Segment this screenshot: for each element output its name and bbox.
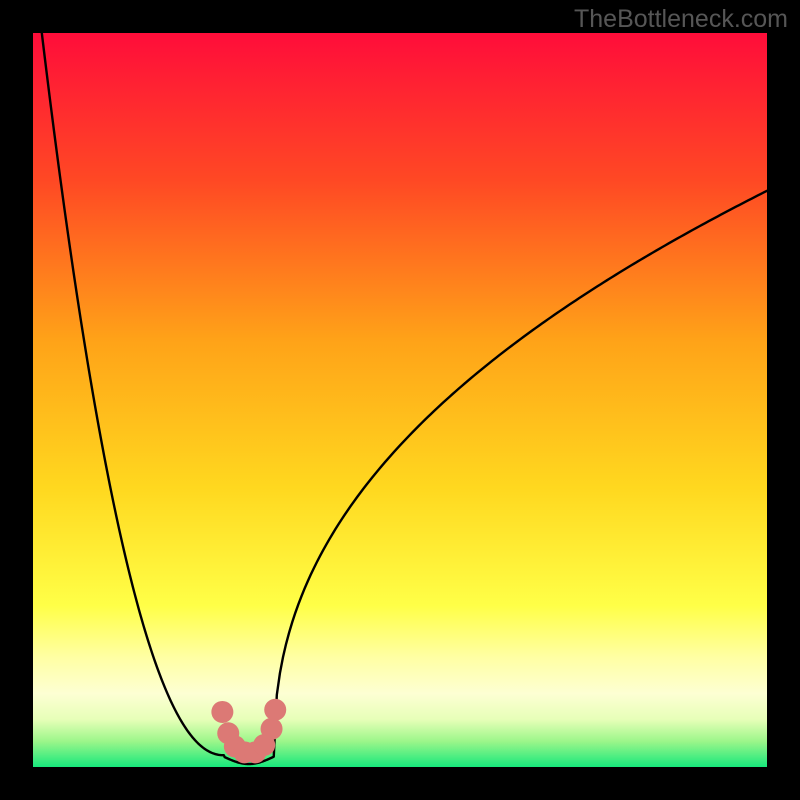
chart-stage: TheBottleneck.com — [0, 0, 800, 800]
valley-marker — [211, 701, 233, 723]
watermark-text: TheBottleneck.com — [574, 5, 788, 34]
curve-layer — [0, 0, 800, 800]
valley-marker — [261, 718, 283, 740]
bottleneck-curve — [42, 33, 767, 764]
valley-marker — [264, 699, 286, 721]
